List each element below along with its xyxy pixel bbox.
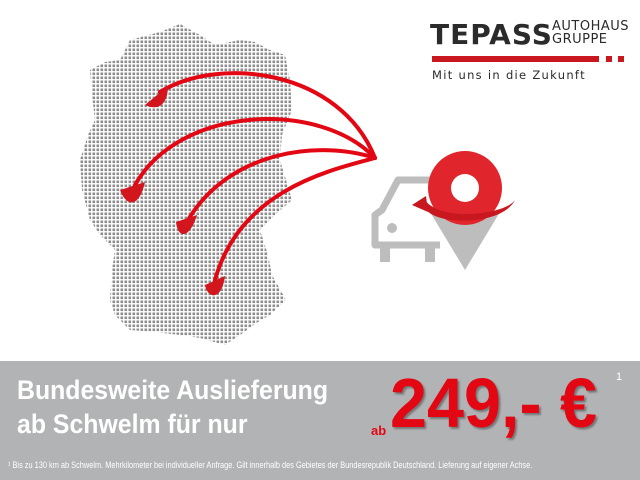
arrow-west bbox=[133, 117, 377, 187]
logo-sub-line1: AUTOHAUS bbox=[552, 19, 630, 34]
logo-square bbox=[618, 56, 624, 62]
arrow-south bbox=[213, 156, 377, 282]
location-pin-icon bbox=[412, 151, 515, 270]
footnote-marker: 1 bbox=[616, 371, 623, 383]
arrow-north bbox=[158, 71, 377, 160]
logo-brand: TEPASS bbox=[430, 18, 553, 51]
offer-banner: Bundesweite Auslieferung ab Schwelm für … bbox=[0, 361, 640, 480]
price: 249,- € bbox=[390, 364, 598, 442]
headline: Bundesweite Auslieferung ab Schwelm für … bbox=[17, 373, 328, 441]
arrow-center bbox=[186, 148, 377, 222]
arrowhead-center bbox=[176, 215, 197, 235]
car-icon bbox=[371, 176, 440, 262]
delivery-arrows bbox=[133, 71, 377, 282]
arrowhead-west bbox=[120, 182, 145, 203]
logo-sub-line2: GRUPPE bbox=[552, 32, 608, 47]
headline-line1: Bundesweite Auslieferung bbox=[17, 375, 329, 405]
headline-line2: ab Schwelm für nur bbox=[17, 409, 248, 439]
logo-tagline: Mit uns in die Zukunft bbox=[432, 68, 586, 82]
arrowhead-south bbox=[205, 276, 225, 296]
logo-sub: AUTOHAUS GRUPPE bbox=[552, 20, 629, 46]
logo-square bbox=[606, 56, 612, 62]
germany-dot-map bbox=[80, 24, 292, 345]
footnote: ¹ Bis zu 130 km ab Schwelm. Mehrkilomete… bbox=[8, 460, 533, 470]
arrowheads bbox=[120, 86, 225, 296]
price-prefix: ab bbox=[371, 423, 387, 438]
arrowhead-north bbox=[145, 86, 168, 108]
logo-bar bbox=[432, 56, 599, 62]
